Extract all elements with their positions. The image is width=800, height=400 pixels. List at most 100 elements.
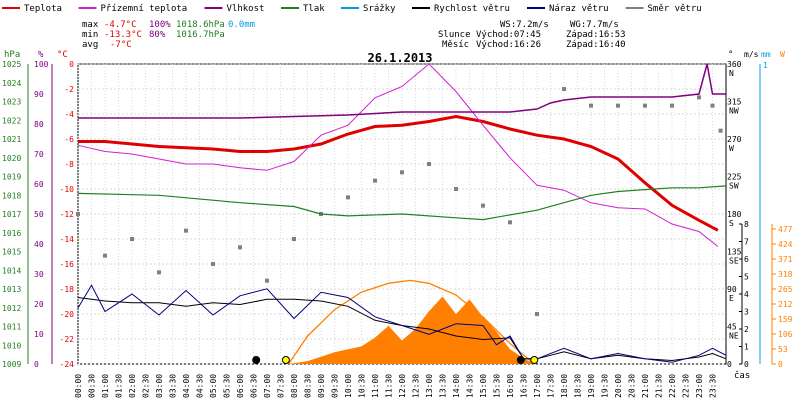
x-tick-label: 17:00 bbox=[533, 374, 542, 398]
hpa-tick-label: 1019 bbox=[2, 173, 21, 182]
wind-info: WS:7.2m/s WG:7.7m/s bbox=[500, 20, 619, 30]
x-tick-label: 02:30 bbox=[142, 374, 151, 398]
x-tick-label: 04:00 bbox=[182, 374, 191, 398]
moonset-marker bbox=[252, 356, 261, 364]
dir-tick-cardinal: S bbox=[729, 219, 734, 228]
hpa-tick-label: 1009 bbox=[2, 360, 21, 369]
x-tick-label: 01:30 bbox=[115, 374, 124, 398]
hpa-tick-label: 1017 bbox=[2, 210, 21, 219]
solar-tick-label: 265 bbox=[778, 285, 793, 294]
dir-tick-degree: 135 bbox=[727, 248, 742, 257]
wind-direction-point bbox=[373, 178, 377, 183]
x-tick-label: 05:00 bbox=[209, 374, 218, 398]
x-tick-label: 00:30 bbox=[88, 374, 97, 398]
x-tick-label: 22:30 bbox=[682, 374, 691, 398]
series-line-tlak bbox=[77, 185, 727, 221]
hpa-tick-label: 1013 bbox=[2, 285, 21, 294]
hpa-tick-label: 1014 bbox=[2, 266, 21, 275]
dir-tick-degree: 225 bbox=[727, 173, 742, 182]
series-line-teplota bbox=[78, 114, 719, 232]
wind-direction-point bbox=[400, 170, 404, 175]
stats-avg-label: avg bbox=[82, 40, 98, 50]
stats-max-label: max bbox=[82, 20, 99, 30]
x-tick-label: 12:30 bbox=[412, 374, 421, 398]
x-tick-label: 20:30 bbox=[628, 374, 637, 398]
hpa-tick-label: 1011 bbox=[2, 323, 21, 332]
wind-direction-point bbox=[710, 103, 715, 108]
stats-min-temp: -13.3°C bbox=[104, 30, 142, 40]
wind-direction-point bbox=[697, 95, 701, 100]
x-tick-label: 23:00 bbox=[695, 374, 704, 398]
pct-tick-label: 80 bbox=[34, 120, 44, 129]
hpa-axis-label: hPa bbox=[4, 50, 20, 60]
pct-tick-label: 90 bbox=[34, 90, 44, 99]
wind-direction-point bbox=[292, 237, 296, 241]
x-tick-label: 10:00 bbox=[344, 374, 353, 398]
dir-tick-cardinal: SW bbox=[729, 182, 739, 191]
legend-label-6: Náraz větru bbox=[549, 4, 609, 14]
x-tick-label: 15:30 bbox=[493, 374, 502, 398]
chart-title: 26.1.2013 bbox=[367, 51, 432, 65]
wind-direction-point bbox=[103, 253, 107, 258]
dir-tick-degree: 90 bbox=[727, 285, 737, 294]
theoretical-solar-curve bbox=[288, 279, 535, 365]
stats-avg-temp: -7°C bbox=[110, 40, 132, 50]
wind-direction-point bbox=[76, 212, 80, 216]
dir-tick-cardinal: SE bbox=[729, 257, 739, 266]
wind-tick-label: 5 bbox=[744, 273, 749, 282]
dir-tick-degree: 270 bbox=[727, 135, 742, 144]
solar-radiation-area bbox=[288, 296, 535, 364]
legend-label-4: Srážky bbox=[363, 4, 396, 14]
x-tick-label: 07:30 bbox=[277, 374, 286, 398]
pct-tick-label: 60 bbox=[34, 180, 44, 189]
pct-tick-label: 40 bbox=[34, 240, 44, 249]
axes: 00:00 00:30 01:00 01:30 02:00 02:30 03:00 03:30… bbox=[2, 50, 793, 398]
x-tick-label: 19:30 bbox=[601, 374, 610, 398]
x-tick-label: 14:30 bbox=[466, 374, 475, 398]
x-tick-label: 09:00 bbox=[317, 374, 326, 398]
rain-axis-label: mm bbox=[761, 50, 771, 59]
solar-tick-label: 106 bbox=[778, 330, 793, 339]
x-tick-label: 18:30 bbox=[574, 374, 583, 398]
x-tick-label: 13:00 bbox=[425, 374, 434, 398]
hpa-tick-label: 1022 bbox=[2, 116, 21, 125]
pct-tick-label: 70 bbox=[34, 150, 44, 159]
wind-direction-point bbox=[454, 187, 458, 191]
x-tick-label: 21:30 bbox=[655, 374, 664, 398]
rain-tick-label: 1 bbox=[763, 61, 768, 70]
wind-tick-label: 2 bbox=[744, 325, 749, 334]
sun-rise: Východ:07:45 bbox=[476, 30, 541, 40]
temp-tick-label: -2 bbox=[64, 85, 74, 94]
pct-tick-label: 100 bbox=[34, 60, 49, 69]
x-tick-label: 01:00 bbox=[101, 374, 110, 398]
temp-tick-label: -24 bbox=[60, 360, 75, 369]
x-tick-label: 04:30 bbox=[196, 374, 205, 398]
pct-tick-label: 10 bbox=[34, 330, 44, 339]
x-tick-label: 23:30 bbox=[709, 374, 718, 398]
x-tick-label: 16:30 bbox=[520, 374, 529, 398]
temp-tick-label: -22 bbox=[60, 335, 75, 344]
x-tick-label: 19:00 bbox=[587, 374, 596, 398]
x-tick-label: 07:00 bbox=[263, 374, 272, 398]
dir-axis-label: ° bbox=[728, 50, 733, 60]
wind-direction-point bbox=[670, 103, 674, 108]
solar-tick-label: 0 bbox=[778, 360, 783, 369]
temp-tick-label: -10 bbox=[60, 185, 75, 194]
hpa-tick-label: 1023 bbox=[2, 98, 21, 107]
solar-tick-label: 318 bbox=[778, 270, 793, 279]
wind-direction-point bbox=[184, 228, 188, 233]
temp-tick-label: -12 bbox=[60, 210, 75, 219]
wind-direction-point bbox=[508, 220, 512, 225]
temp-tick-label: -14 bbox=[60, 235, 75, 244]
sunrise-marker bbox=[281, 356, 290, 364]
wind-tick-label: 4 bbox=[744, 290, 749, 299]
x-tick-label: 06:00 bbox=[236, 374, 245, 398]
x-tick-label: 09:30 bbox=[331, 374, 340, 398]
x-tick-label: 15:00 bbox=[479, 374, 488, 398]
x-tick-label: 18:00 bbox=[560, 374, 569, 398]
wind-direction-point bbox=[265, 278, 269, 283]
temp-tick-label: -6 bbox=[64, 135, 74, 144]
wind-tick-label: 0 bbox=[744, 360, 749, 369]
stats-max-press: 1018.6hPa bbox=[176, 20, 225, 30]
